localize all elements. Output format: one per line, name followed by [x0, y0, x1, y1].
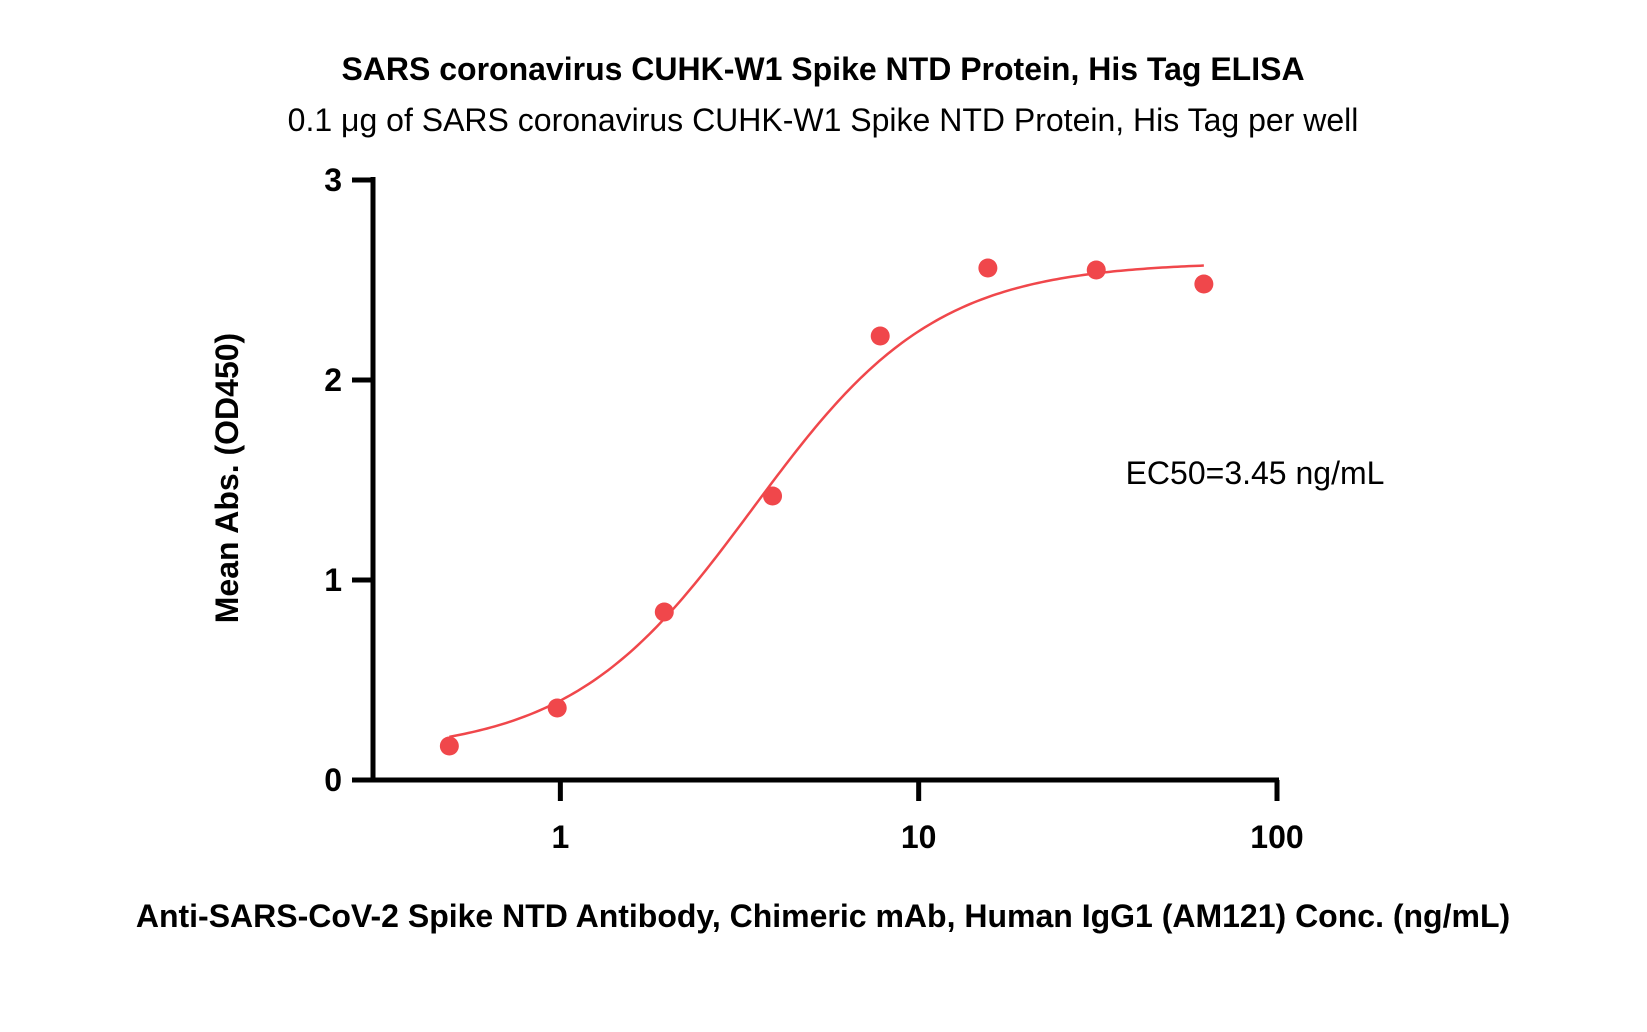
data-point: [547, 698, 567, 718]
y-tick-label: 2: [324, 362, 342, 398]
data-point: [763, 486, 783, 506]
x-axis-label: Anti-SARS-CoV-2 Spike NTD Antibody, Chim…: [136, 898, 1510, 934]
chart-subtitle: 0.1 μg of SARS coronavirus CUHK-W1 Spike…: [288, 102, 1359, 138]
data-point: [439, 736, 459, 756]
chart-title: SARS coronavirus CUHK-W1 Spike NTD Prote…: [341, 51, 1304, 87]
y-axis-label: Mean Abs. (OD450): [209, 333, 245, 623]
data-point: [978, 258, 998, 278]
x-tick-label: 10: [901, 819, 937, 855]
data-point: [1194, 274, 1214, 294]
plot-area: 0 1 2 3 1 10 100: [324, 162, 1303, 855]
data-point: [870, 326, 890, 346]
y-tick-label: 0: [324, 762, 342, 798]
ec50-annotation: EC50=3.45 ng/mL: [1126, 455, 1385, 491]
fit-curve: [449, 264, 1204, 739]
data-point: [654, 602, 674, 622]
data-point: [1086, 260, 1106, 280]
y-tick-label: 3: [324, 162, 342, 198]
y-tick-label: 1: [324, 562, 342, 598]
x-tick-label: 100: [1250, 819, 1303, 855]
x-tick-label: 1: [551, 819, 569, 855]
